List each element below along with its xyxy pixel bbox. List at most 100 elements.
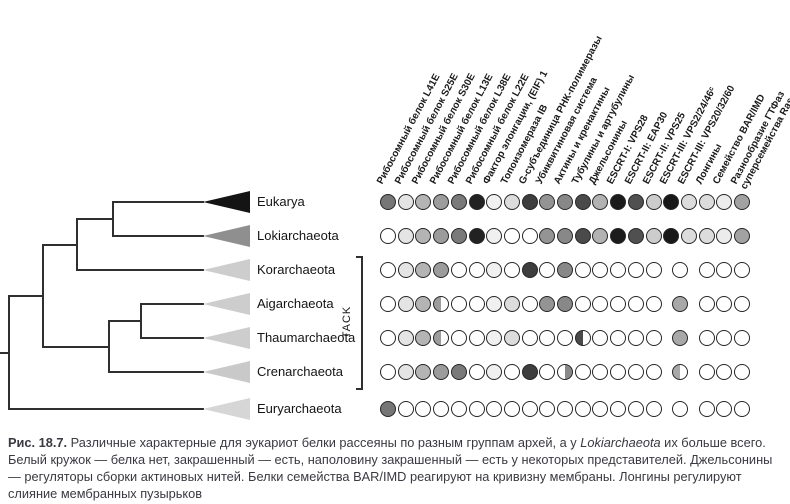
matrix-cell-korarchaeota-col4 — [433, 262, 450, 278]
matrix-cell-korarchaeota-escrt3-merged — [672, 262, 689, 278]
matrix-cell-euryarchaeota-col21 — [734, 401, 750, 417]
matrix-cell-aigarchaeota-col20 — [716, 296, 733, 312]
matrix-cell-korarchaeota-col20 — [716, 262, 733, 278]
caption-italic-term: Lokiarchaeota — [580, 435, 661, 450]
matrix-cell-aigarchaeota-col13 — [592, 296, 609, 312]
matrix-cell-euryarchaeota-col15 — [627, 401, 644, 417]
matrix-cell-eukarya-col21 — [734, 194, 750, 210]
matrix-cell-korarchaeota-col15 — [627, 262, 644, 278]
matrix-cell-aigarchaeota-col12 — [574, 296, 591, 312]
matrix-cell-crenarchaeota-col5 — [450, 364, 467, 380]
matrix-cell-eukarya-col4 — [433, 194, 450, 210]
matrix-cell-euryarchaeota-col16 — [645, 401, 662, 417]
matrix-cell-crenarchaeota-col21 — [734, 364, 750, 380]
matrix-cell-aigarchaeota-escrt3-merged — [672, 296, 689, 312]
taxon-label-euryarchaeota: Euryarchaeota — [257, 401, 342, 416]
matrix-cell-thaumarchaeota-col21 — [734, 330, 750, 346]
matrix-cell-lokiarchaeota-col15 — [627, 228, 644, 244]
matrix-cell-lokiarchaeota-col16 — [645, 228, 662, 244]
matrix-cell-korarchaeota-col10 — [539, 262, 556, 278]
matrix-cell-thaumarchaeota-col6 — [468, 330, 485, 346]
matrix-cell-euryarchaeota-col10 — [539, 401, 556, 417]
matrix-cell-eukarya-col19 — [698, 194, 715, 210]
matrix-cell-eukarya-col5 — [450, 194, 467, 210]
matrix-cell-crenarchaeota-col6 — [468, 364, 485, 380]
matrix-cell-euryarchaeota-col19 — [698, 401, 715, 417]
tree-edge — [112, 201, 204, 203]
caption-text-before: Различные характерные для эукариот белки… — [67, 435, 581, 450]
matrix-cell-aigarchaeota-col3 — [415, 296, 432, 312]
matrix-cell-aigarchaeota-col4 — [433, 296, 450, 312]
matrix-cell-aigarchaeota-col11 — [557, 296, 573, 312]
matrix-cell-aigarchaeota-col19 — [698, 296, 715, 312]
clade-triangle-thaumarchaeota — [203, 327, 250, 349]
matrix-cell-eukarya-col1 — [380, 194, 396, 210]
matrix-cell-lokiarchaeota-col17 — [663, 228, 680, 244]
matrix-cell-crenarchaeota-col10 — [539, 364, 556, 380]
matrix-cell-eukarya-col12 — [574, 194, 591, 210]
matrix-cell-lokiarchaeota-col8 — [503, 228, 520, 244]
matrix-cell-thaumarchaeota-col9 — [521, 330, 538, 346]
matrix-cell-aigarchaeota-col5 — [450, 296, 467, 312]
matrix-cell-lokiarchaeota-col2 — [397, 228, 414, 244]
matrix-cell-lokiarchaeota-col14 — [610, 228, 627, 244]
taxon-label-aigarchaeota: Aigarchaeota — [257, 296, 334, 311]
matrix-cell-korarchaeota-col1 — [380, 262, 396, 278]
matrix-cell-korarchaeota-col14 — [610, 262, 627, 278]
matrix-cell-thaumarchaeota-col3 — [415, 330, 432, 346]
matrix-cell-euryarchaeota-col7 — [486, 401, 503, 417]
matrix-cell-aigarchaeota-col10 — [539, 296, 556, 312]
matrix-cell-aigarchaeota-col1 — [380, 296, 396, 312]
matrix-cell-korarchaeota-col6 — [468, 262, 485, 278]
taxon-label-eukarya: Eukarya — [257, 194, 305, 209]
matrix-cell-crenarchaeota-col4 — [433, 364, 450, 380]
matrix-cell-crenarchaeota-col1 — [380, 364, 396, 380]
clade-triangle-crenarchaeota — [203, 361, 250, 383]
matrix-cell-aigarchaeota-col14 — [610, 296, 627, 312]
tree-edge — [8, 295, 44, 297]
matrix-cell-aigarchaeota-col6 — [468, 296, 485, 312]
matrix-cell-lokiarchaeota-col3 — [415, 228, 432, 244]
tree-edge — [76, 218, 114, 220]
taxon-label-crenarchaeota: Crenarchaeota — [257, 364, 343, 379]
matrix-cell-aigarchaeota-col15 — [627, 296, 644, 312]
matrix-cell-euryarchaeota-col5 — [450, 401, 467, 417]
matrix-cell-aigarchaeota-col21 — [734, 296, 750, 312]
matrix-cell-eukarya-col8 — [503, 194, 520, 210]
matrix-cell-lokiarchaeota-col13 — [592, 228, 609, 244]
matrix-cell-crenarchaeota-col2 — [397, 364, 414, 380]
matrix-cell-thaumarchaeota-col16 — [645, 330, 662, 346]
matrix-cell-crenarchaeota-col12 — [574, 364, 591, 380]
matrix-cell-lokiarchaeota-col5 — [450, 228, 467, 244]
matrix-cell-lokiarchaeota-col6 — [468, 228, 485, 244]
matrix-cell-korarchaeota-col19 — [698, 262, 715, 278]
matrix-cell-lokiarchaeota-col9 — [521, 228, 538, 244]
matrix-cell-lokiarchaeota-col10 — [539, 228, 556, 244]
tack-bracket-line — [361, 256, 363, 390]
matrix-cell-korarchaeota-col21 — [734, 262, 750, 278]
matrix-cell-eukarya-col3 — [415, 194, 432, 210]
matrix-cell-euryarchaeota-col12 — [574, 401, 591, 417]
matrix-cell-thaumarchaeota-col4 — [433, 330, 450, 346]
matrix-cell-thaumarchaeota-col14 — [610, 330, 627, 346]
matrix-cell-crenarchaeota-col19 — [698, 364, 715, 380]
matrix-cell-eukarya-col6 — [468, 194, 485, 210]
matrix-cell-eukarya-col7 — [486, 194, 503, 210]
matrix-cell-lokiarchaeota-col21 — [734, 228, 750, 244]
matrix-cell-lokiarchaeota-col18 — [680, 228, 697, 244]
matrix-cell-eukarya-col10 — [539, 194, 556, 210]
matrix-cell-thaumarchaeota-col7 — [486, 330, 503, 346]
tree-edge — [108, 320, 142, 322]
matrix-cell-aigarchaeota-col16 — [645, 296, 662, 312]
tree-edge — [42, 244, 78, 246]
tack-bracket-tick-bottom — [356, 388, 363, 390]
tree-edge — [108, 371, 204, 373]
tack-bracket-tick-top — [356, 256, 363, 258]
matrix-cell-euryarchaeota-col4 — [433, 401, 450, 417]
matrix-cell-euryarchaeota-col6 — [468, 401, 485, 417]
matrix-cell-thaumarchaeota-col12 — [574, 330, 591, 346]
matrix-cell-korarchaeota-col8 — [503, 262, 520, 278]
matrix-cell-thaumarchaeota-col13 — [592, 330, 609, 346]
matrix-cell-korarchaeota-col13 — [592, 262, 609, 278]
tree-edge — [76, 269, 204, 271]
